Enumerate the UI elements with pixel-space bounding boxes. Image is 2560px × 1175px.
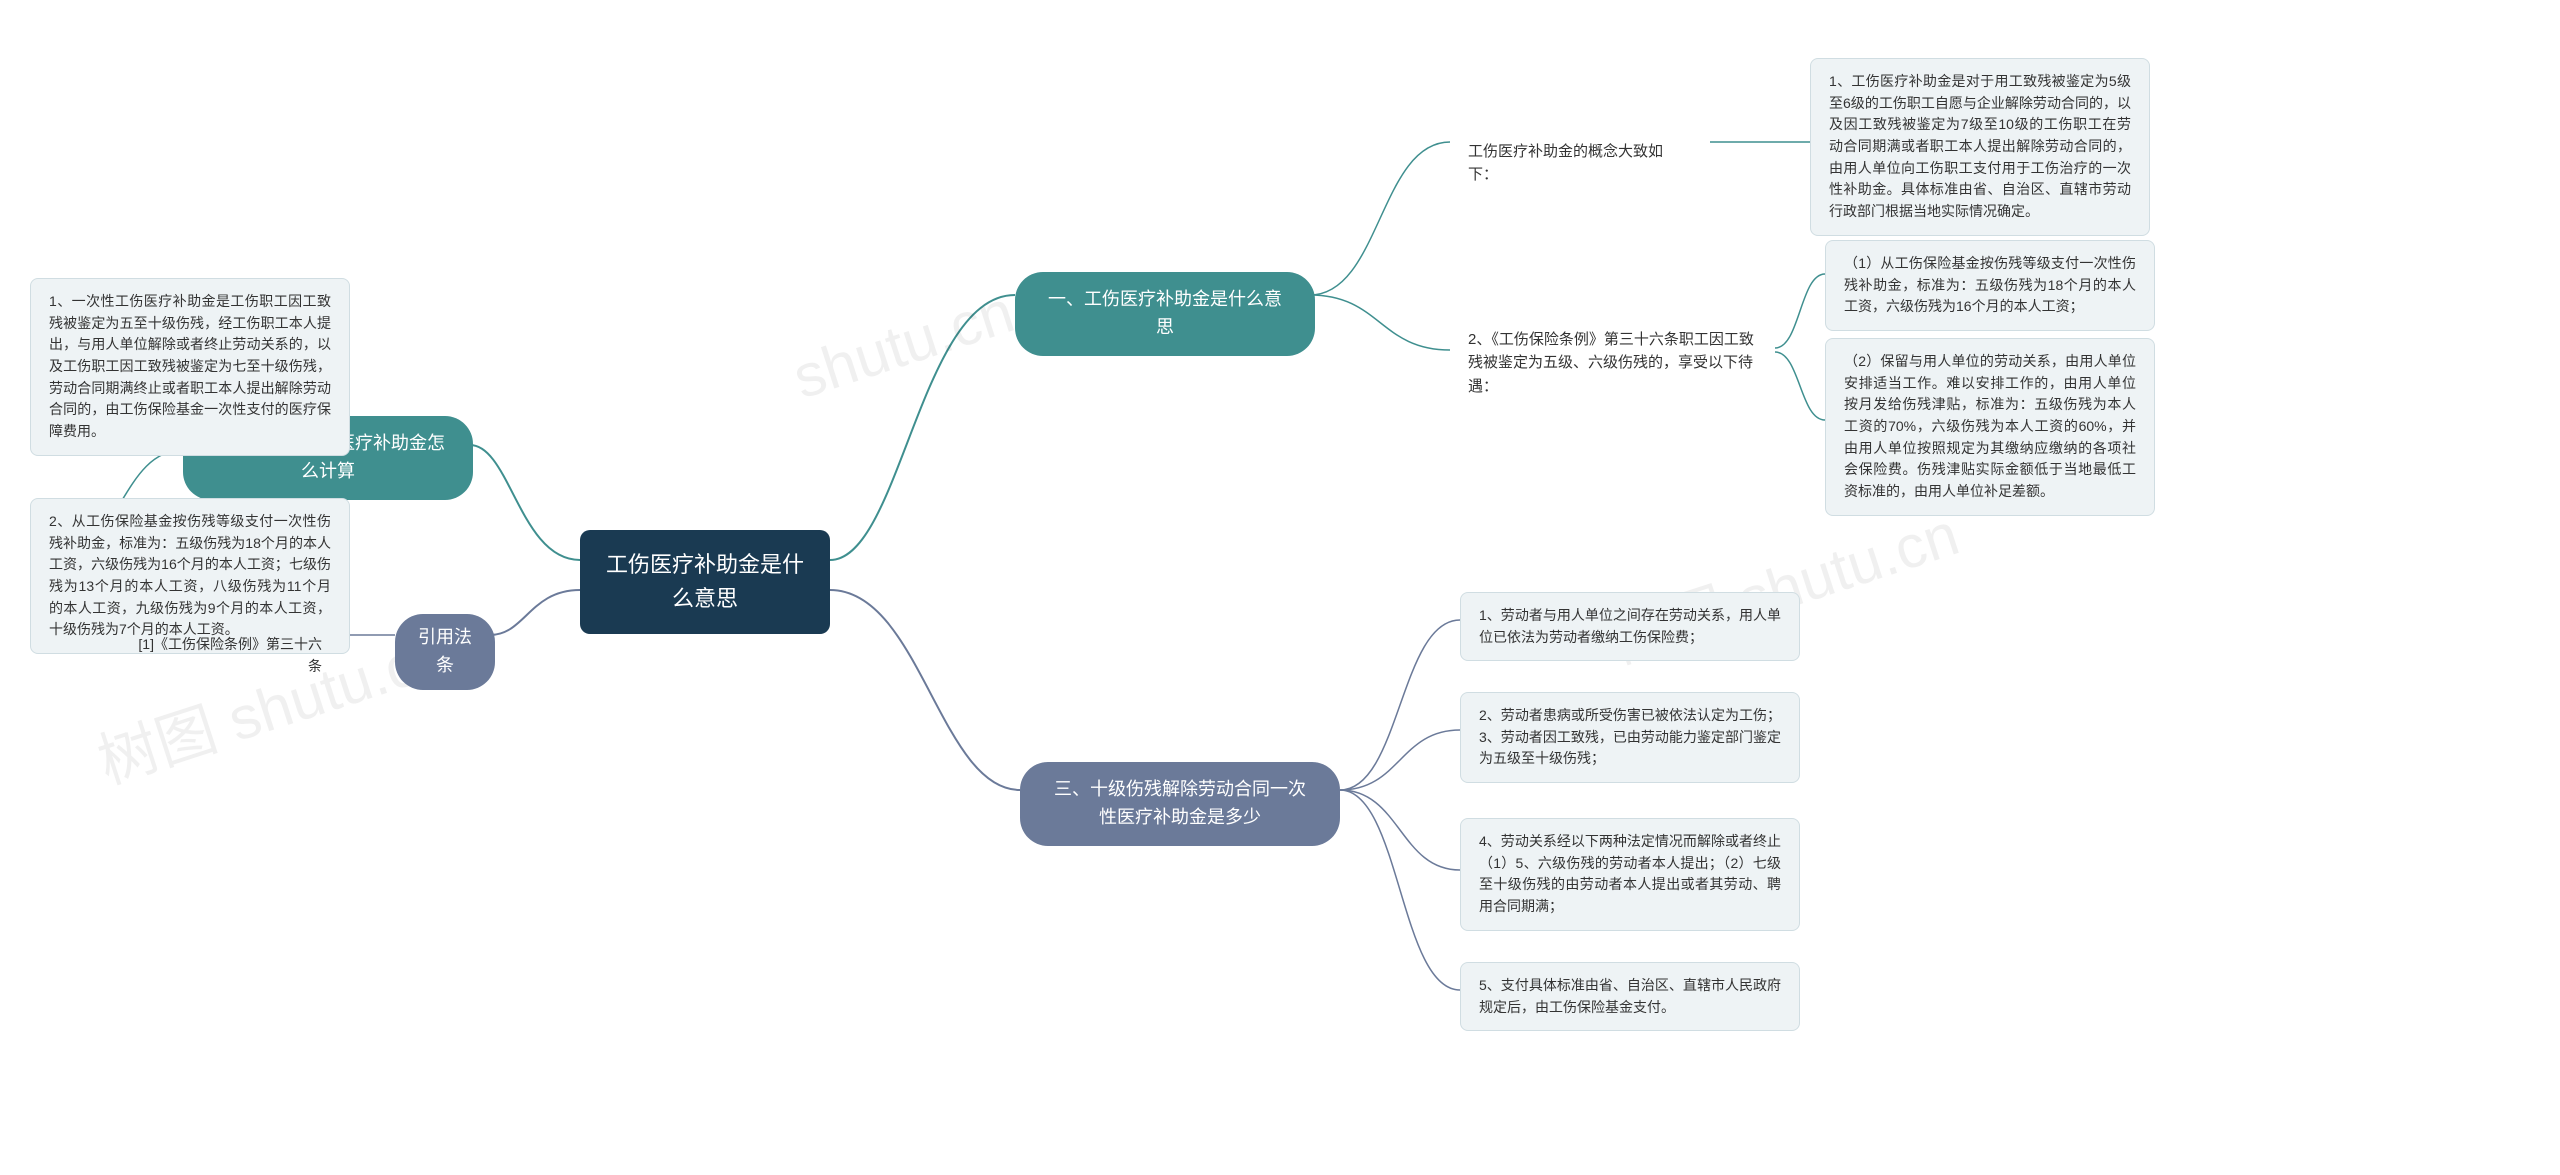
- branch-1[interactable]: 一、工伤医疗补助金是什么意思: [1015, 272, 1315, 356]
- b1-leaf-3[interactable]: （2）保留与用人单位的劳动关系，由用人单位安排适当工作。难以安排工作的，由用人单…: [1825, 338, 2155, 516]
- b2-leaf-1[interactable]: 1、一次性工伤医疗补助金是工伤职工因工致残被鉴定为五至十级伤残，经工伤职工本人提…: [30, 278, 350, 456]
- b4-leaf-1[interactable]: [1]《工伤保险条例》第三十六条: [120, 622, 340, 689]
- watermark: shutu.cn: [785, 277, 1022, 413]
- branch-3[interactable]: 三、十级伤残解除劳动合同一次性医疗补助金是多少: [1020, 762, 1340, 846]
- b3-leaf-1[interactable]: 1、劳动者与用人单位之间存在劳动关系，用人单位已依法为劳动者缴纳工伤保险费；: [1460, 592, 1800, 661]
- b1-leaf-1[interactable]: 1、工伤医疗补助金是对于用工致残被鉴定为5级至6级的工伤职工自愿与企业解除劳动合…: [1810, 58, 2150, 236]
- b3-leaf-2[interactable]: 2、劳动者患病或所受伤害已被依法认定为工伤；3、劳动者因工致残，已由劳动能力鉴定…: [1460, 692, 1800, 783]
- connector-lines: [0, 0, 2560, 1175]
- branch-4[interactable]: 引用法条: [395, 614, 495, 690]
- b3-leaf-3[interactable]: 4、劳动关系经以下两种法定情况而解除或者终止（1）5、六级伤残的劳动者本人提出；…: [1460, 818, 1800, 931]
- b1-sub-2[interactable]: 2、《工伤保险条例》第三十六条职工因工致残被鉴定为五级、六级伤残的，享受以下待遇…: [1450, 316, 1775, 410]
- b3-leaf-4[interactable]: 5、支付具体标准由省、自治区、直辖市人民政府规定后，由工伤保险基金支付。: [1460, 962, 1800, 1031]
- b1-sub-1[interactable]: 工伤医疗补助金的概念大致如下：: [1450, 128, 1710, 199]
- b1-leaf-2[interactable]: （1）从工伤保险基金按伤残等级支付一次性伤残补助金，标准为：五级伤残为18个月的…: [1825, 240, 2155, 331]
- root-node[interactable]: 工伤医疗补助金是什么意思: [580, 530, 830, 634]
